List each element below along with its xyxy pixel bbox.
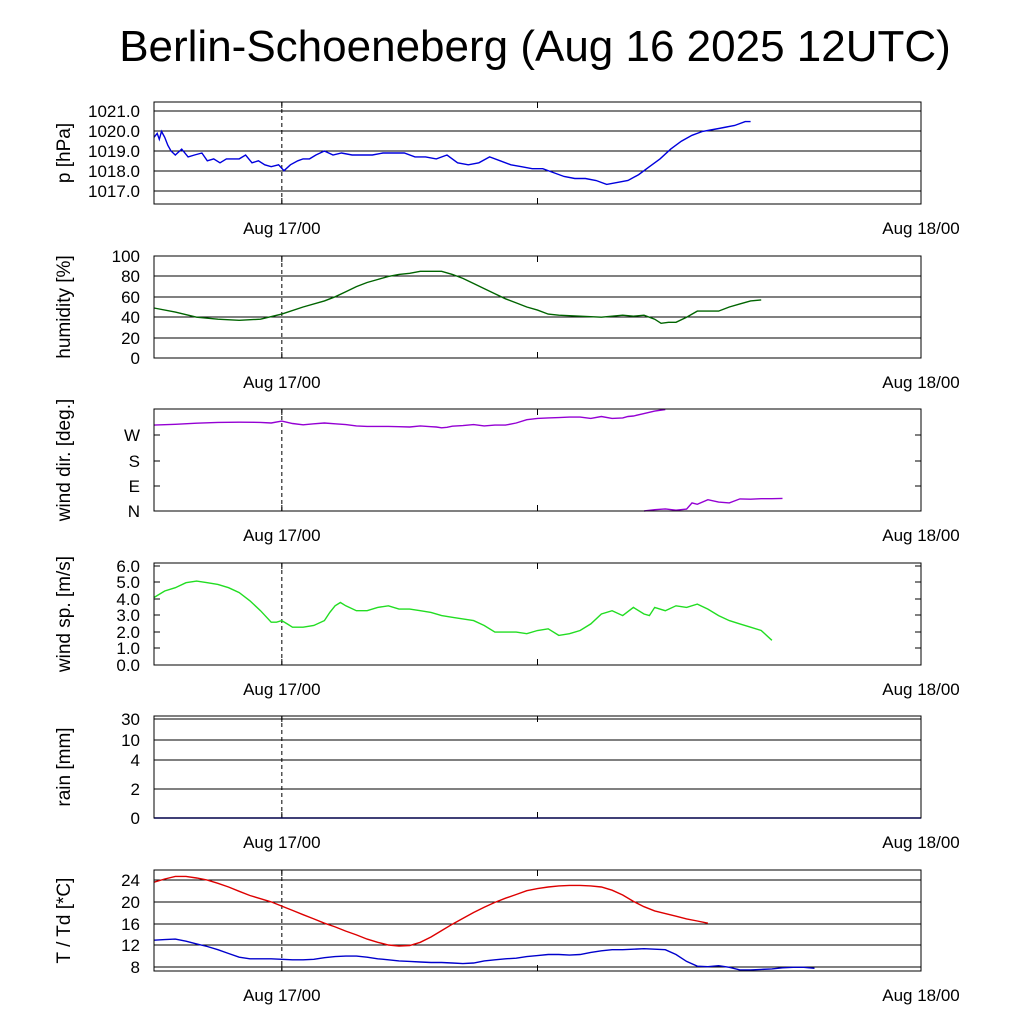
y-tick-label: 4 (131, 751, 140, 770)
wind-speed-series-line (153, 580, 773, 641)
y-tick-label: 1019.0 (88, 142, 140, 161)
y-axis-label: rain [mm] (54, 727, 75, 806)
y-axis-label: humidity [%] (54, 255, 75, 358)
y-tick-label: 30 (121, 710, 140, 729)
temperature-series-line (153, 938, 815, 971)
y-tick-label: 5.0 (116, 573, 140, 592)
panel-frame (153, 255, 922, 359)
humidity-series-line (153, 270, 762, 325)
y-tick-label: 20 (121, 329, 140, 348)
y-tick-label: 60 (121, 288, 140, 307)
y-tick-label: 1.0 (116, 639, 140, 658)
temperature-series-line (153, 875, 709, 947)
rain-panel: Aug 17/00 Aug 18/00 0 2 410 30 rain [mm] (54, 710, 960, 852)
y-tick-label: 1021.0 (88, 102, 140, 121)
y-tick-label: 80 (121, 267, 140, 286)
y-tick-label: 20 (121, 893, 140, 912)
y-tick-label: S (129, 452, 140, 471)
pressure-panel: Aug 17/00 Aug 18/00 1017.01018.01019.01020… (54, 101, 960, 238)
y-tick-label: 0 (131, 349, 140, 368)
y-tick-label: 2 (131, 780, 140, 799)
y-tick-label: 4.0 (116, 590, 140, 609)
panel-frame (153, 408, 922, 512)
x-tick-label: Aug 17/00 (243, 986, 321, 1005)
y-tick-label: 1018.0 (88, 162, 140, 181)
x-tick-label: Aug 18/00 (882, 526, 960, 545)
wind-direction-series-line (643, 497, 783, 512)
y-tick-label: 6.0 (116, 557, 140, 576)
x-tick-label: Aug 17/00 (243, 373, 321, 392)
y-tick-label: 40 (121, 308, 140, 327)
x-tick-label: Aug 17/00 (243, 219, 321, 238)
y-tick-label: 1020.0 (88, 122, 140, 141)
x-tick-label: Aug 17/00 (243, 680, 321, 699)
y-axis-label: p [hPa] (54, 123, 75, 183)
pressure-series-line (153, 120, 751, 186)
y-tick-label: W (124, 426, 140, 445)
y-tick-label: 24 (121, 871, 140, 890)
temperature-panel: Aug 17/00 Aug 18/00 8 12 16 20 24 T / Td [*C] (54, 869, 960, 1005)
panel-frame (153, 869, 922, 972)
panel-frame (153, 715, 922, 819)
x-tick-label: Aug 18/00 (882, 373, 960, 392)
y-tick-label: 1017.0 (88, 182, 140, 201)
x-tick-label: Aug 17/00 (243, 833, 321, 852)
y-tick-label: 12 (121, 936, 140, 955)
y-tick-label: 3.0 (116, 606, 140, 625)
y-axis-label: wind dir. [deg.] (54, 399, 75, 523)
x-tick-label: Aug 18/00 (882, 680, 960, 699)
y-tick-label: 2.0 (116, 623, 140, 642)
wind-direction-series-line (153, 408, 666, 429)
x-tick-label: Aug 17/00 (243, 526, 321, 545)
x-tick-label: Aug 18/00 (882, 833, 960, 852)
x-tick-label: Aug 18/00 (882, 219, 960, 238)
x-tick-label: Aug 18/00 (882, 986, 960, 1005)
y-tick-label: 0 (131, 809, 140, 828)
y-tick-label: 16 (121, 915, 140, 934)
chart-title: Berlin-Schoeneberg (Aug 16 2025 12UTC) (119, 22, 951, 71)
y-tick-label: E (129, 477, 140, 496)
wind-speed-panel: Aug 17/00 Aug 18/00 0.01.02.03.04.05.06.0 w… (54, 556, 960, 699)
y-tick-label: 0.0 (116, 656, 140, 675)
panel-frame (153, 562, 922, 666)
y-axis-label: T / Td [*C] (54, 878, 75, 964)
y-tick-label: 8 (131, 958, 140, 977)
y-tick-label: 10 (121, 731, 140, 750)
y-axis-label: wind sp. [m/s] (54, 556, 75, 673)
y-tick-label: 100 (112, 247, 140, 266)
y-tick-label: N (128, 502, 140, 521)
panel-frame (153, 101, 922, 205)
